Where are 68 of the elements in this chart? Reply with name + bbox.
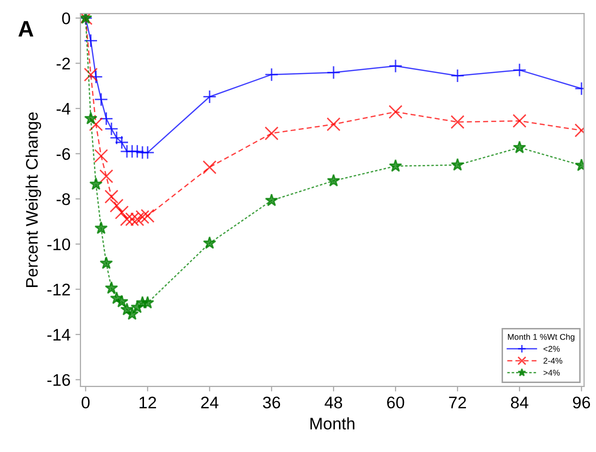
- x-tick-label: 72: [449, 396, 466, 408]
- point: [450, 68, 464, 83]
- point: [202, 236, 216, 249]
- x-tick-label: 36: [262, 396, 280, 408]
- x-tick-label: 60: [387, 396, 404, 408]
- legend-label: >4%: [544, 370, 560, 376]
- x-tick-label: 12: [140, 396, 156, 408]
- point: [388, 159, 402, 172]
- point: [264, 126, 279, 140]
- point: [99, 169, 114, 184]
- x-tick-label: 48: [324, 396, 342, 408]
- point: [89, 70, 103, 84]
- point: [202, 90, 217, 104]
- point: [512, 63, 526, 78]
- point: [114, 205, 129, 220]
- point: [130, 144, 144, 158]
- point: [125, 307, 139, 320]
- point: [140, 146, 155, 160]
- point: [84, 34, 98, 48]
- point: [264, 194, 278, 206]
- point: [512, 114, 526, 128]
- y-axis-title: Percent Weight Change: [26, 112, 42, 287]
- point: [104, 190, 118, 204]
- x-axis-title: Month: [310, 417, 354, 430]
- point: [114, 135, 129, 150]
- x-tick-label: 24: [201, 396, 218, 408]
- point: [104, 281, 118, 294]
- point: [110, 130, 124, 145]
- legend-label: <2%: [544, 346, 560, 352]
- y-tick-label: -16: [47, 374, 70, 386]
- y-tick-label: 0: [62, 12, 70, 24]
- point: [99, 112, 114, 126]
- point: [115, 294, 128, 308]
- point: [388, 104, 402, 119]
- point: [94, 148, 108, 163]
- x-tick-label: 0: [82, 396, 90, 408]
- point: [89, 177, 103, 190]
- x-tick-label: 84: [510, 396, 528, 408]
- point: [94, 221, 108, 234]
- y-tick-label: -14: [47, 329, 70, 341]
- point: [94, 92, 108, 106]
- point: [512, 140, 526, 154]
- y-tick-label: -6: [56, 148, 70, 160]
- y-tick-label: -4: [56, 103, 70, 115]
- x-tick-label: 96: [573, 396, 590, 408]
- point: [84, 112, 98, 124]
- point: [450, 115, 464, 129]
- point: [104, 122, 118, 136]
- point: [84, 68, 98, 82]
- y-tick-label: -10: [47, 238, 70, 250]
- y-tick-label: -8: [56, 193, 70, 206]
- point: [202, 160, 217, 174]
- text: A: [18, 21, 34, 36]
- point: [140, 296, 154, 309]
- point: [89, 117, 103, 132]
- point: [450, 158, 464, 171]
- point: [326, 174, 340, 187]
- point: [110, 198, 124, 213]
- y-tick-label: -2: [56, 58, 70, 70]
- legend-label: 2-4%: [544, 358, 562, 364]
- point: [264, 68, 279, 82]
- legend-title: Month 1 %Wt Chg: [508, 334, 574, 342]
- point: [326, 117, 341, 132]
- point: [140, 208, 155, 223]
- point: [100, 256, 113, 270]
- point: [388, 59, 402, 73]
- y-tick-label: -12: [47, 284, 70, 296]
- point: [326, 66, 341, 80]
